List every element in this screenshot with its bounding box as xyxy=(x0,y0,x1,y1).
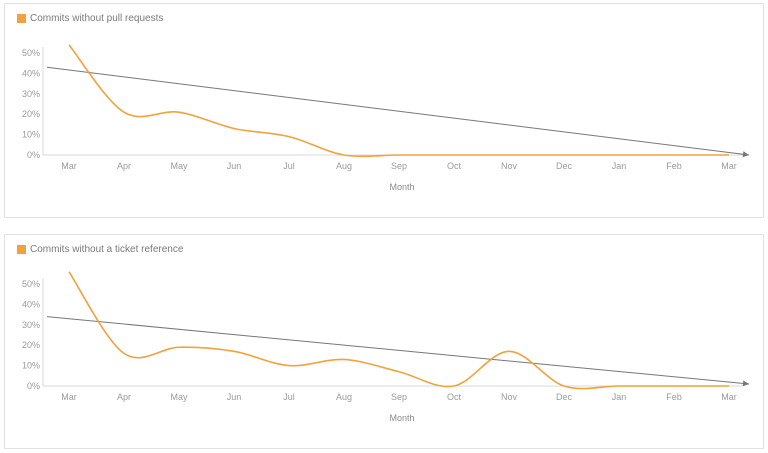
legend-label: Commits without a ticket reference xyxy=(30,244,184,255)
x-tick-label: Apr xyxy=(117,161,131,171)
x-tick-label: Mar xyxy=(61,161,77,171)
x-tick-label: Oct xyxy=(447,161,462,171)
legend-swatch xyxy=(17,14,26,23)
x-tick-label: Jul xyxy=(283,392,295,402)
x-tick-label: Mar xyxy=(721,161,737,171)
x-tick-label: Jan xyxy=(612,392,627,402)
legend-label: Commits without pull requests xyxy=(30,13,164,24)
chart-card-ticket-reference: Commits without a ticket reference 0% 10%… xyxy=(4,234,764,449)
x-axis-title: Month xyxy=(389,413,414,423)
x-tick-label: Jan xyxy=(612,161,627,171)
x-tick-label: Jul xyxy=(283,161,295,171)
line-chart-ticket-reference: 0% 10% 20% 30% 40% 50% Mar Apr May Jun Jul Aug Sep Oc… xyxy=(22,271,750,423)
legend[interactable]: Commits without a ticket reference xyxy=(17,244,183,255)
x-tick-label: May xyxy=(170,161,188,171)
x-tick-label: Feb xyxy=(666,161,682,171)
y-tick-label: 10% xyxy=(22,130,40,140)
y-tick-label: 40% xyxy=(22,68,40,78)
y-tick-label: 30% xyxy=(22,89,40,99)
trend-line xyxy=(46,316,750,385)
x-tick-label: Mar xyxy=(61,392,77,402)
y-tick-label: 10% xyxy=(22,361,40,371)
y-tick-label: 50% xyxy=(22,279,40,289)
x-tick-label: Dec xyxy=(556,161,573,171)
y-tick-label: 0% xyxy=(27,150,40,160)
x-axis-title: Month xyxy=(389,182,414,192)
trend-arrow-head xyxy=(742,151,749,158)
x-tick-label: Oct xyxy=(447,392,462,402)
line-chart-pull-requests: 0% 10% 20% 30% 40% 50% Mar Apr May Jun Jul Aug Sep Oc… xyxy=(22,44,750,192)
series-line[interactable] xyxy=(68,44,729,158)
x-tick-label: May xyxy=(170,392,188,402)
x-tick-label: Dec xyxy=(556,392,573,402)
x-tick-label: Aug xyxy=(336,392,352,402)
x-tick-label: Aug xyxy=(336,161,352,171)
x-tick-label: Jun xyxy=(227,161,242,171)
x-tick-label: Nov xyxy=(501,392,518,402)
trend-line xyxy=(46,66,750,156)
series-line[interactable] xyxy=(68,271,729,390)
x-tick-label: Jun xyxy=(227,392,242,402)
x-tick-label: Nov xyxy=(501,161,518,171)
y-tick-label: 20% xyxy=(22,340,40,350)
x-tick-label: Sep xyxy=(391,161,407,171)
y-tick-label: 50% xyxy=(22,48,40,58)
x-tick-label: Mar xyxy=(721,392,737,402)
x-tick-label: Feb xyxy=(666,392,682,402)
y-tick-label: 0% xyxy=(27,381,40,391)
chart-card-pull-requests: Commits without pull requests 0% 10% 20% 30… xyxy=(4,3,764,218)
y-tick-label: 40% xyxy=(22,299,40,309)
trend-arrow-head xyxy=(742,380,749,387)
y-tick-label: 30% xyxy=(22,320,40,330)
y-tick-label: 20% xyxy=(22,109,40,119)
legend-swatch xyxy=(17,245,26,254)
x-tick-label: Sep xyxy=(391,392,407,402)
legend[interactable]: Commits without pull requests xyxy=(17,13,163,24)
x-tick-label: Apr xyxy=(117,392,131,402)
